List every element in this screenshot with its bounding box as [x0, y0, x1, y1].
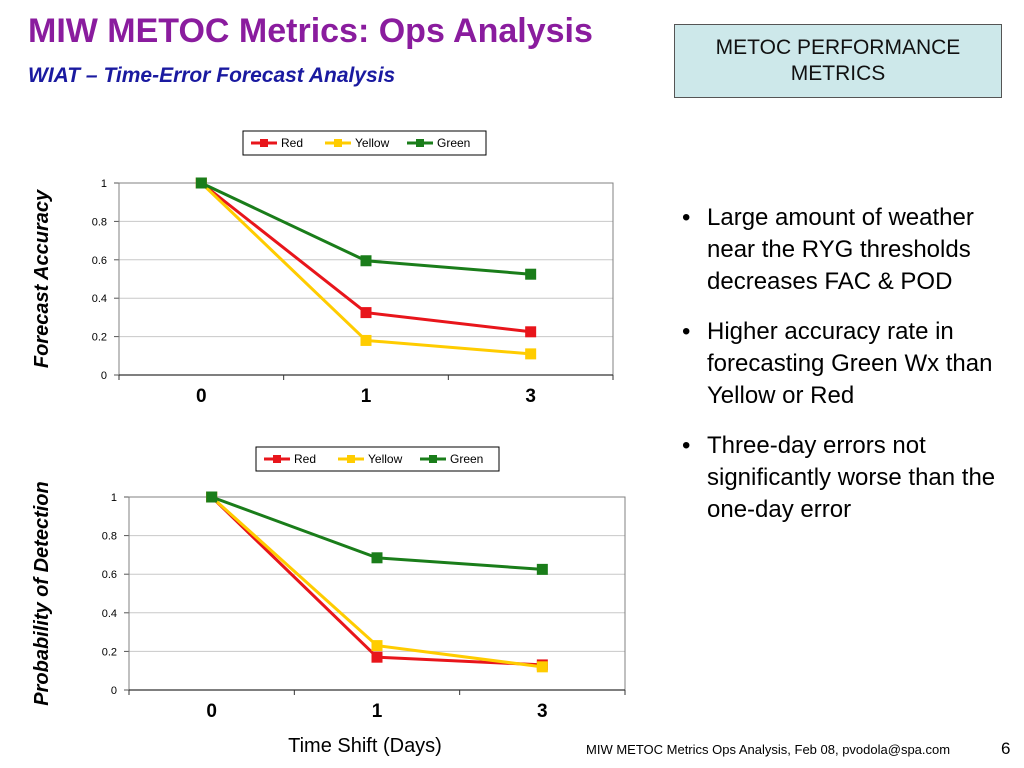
legend-label: Yellow: [355, 136, 390, 150]
legend-label: Red: [281, 136, 303, 150]
y-tick-label: 0.6: [102, 569, 117, 581]
x-tick-label: 0: [196, 386, 207, 407]
y-tick-label: 0.4: [102, 608, 117, 620]
data-point-red: [360, 307, 372, 319]
legend-box: [242, 130, 487, 156]
legend-label: Yellow: [368, 452, 403, 466]
bullet-item: Large amount of weather near the RYG thr…: [676, 202, 1016, 298]
data-point-yellow: [371, 640, 383, 652]
data-point-red: [525, 326, 537, 338]
bullet-item: Higher accuracy rate in forecasting Gree…: [676, 316, 1016, 412]
series-line-red: [210, 495, 543, 667]
y-axis-label: Probability of Detection: [31, 481, 53, 705]
legend-swatch-marker: [416, 139, 424, 147]
footer-text: MIW METOC Metrics Ops Analysis, Feb 08, …: [586, 742, 951, 757]
y-tick-label: 0.2: [92, 332, 107, 344]
data-point-green: [525, 268, 537, 280]
x-tick-label: 0: [206, 701, 217, 722]
legend-box: [255, 446, 500, 472]
y-tick-label: 0: [101, 370, 107, 382]
y-tick-label: 1: [111, 492, 117, 504]
bullet-list: Large amount of weather near the RYG thr…: [676, 202, 1016, 544]
legend-swatch-marker: [429, 455, 437, 463]
y-tick-label: 0.2: [102, 646, 117, 658]
data-point-green: [360, 255, 372, 267]
data-point-yellow: [525, 348, 537, 360]
data-point-green: [206, 491, 218, 503]
data-point-green: [371, 552, 383, 564]
bullet-item: Three-day errors not significantly worse…: [676, 430, 1016, 526]
slide-title: MIW METOC Metrics: Ops Analysis: [28, 12, 593, 50]
data-point-green: [536, 563, 548, 575]
y-tick-label: 0.8: [92, 216, 107, 228]
y-tick-label: 1: [101, 178, 107, 190]
metrics-badge-label: METOC PERFORMANCE METRICS: [715, 35, 961, 85]
legend-label: Green: [437, 136, 470, 150]
data-point-red: [371, 651, 383, 663]
y-tick-label: 0.8: [102, 531, 117, 543]
legend-swatch-marker: [273, 455, 281, 463]
legend-swatch-marker: [260, 139, 268, 147]
y-axis-label: Forecast Accuracy: [31, 189, 53, 368]
legend-swatch-marker: [334, 139, 342, 147]
data-point-yellow: [360, 334, 372, 346]
x-tick-label: 1: [372, 701, 383, 722]
y-tick-label: 0.4: [92, 293, 107, 305]
data-point-green: [195, 177, 207, 189]
page-number: 6: [1001, 739, 1011, 758]
y-tick-label: 0: [111, 685, 117, 697]
x-tick-label: 3: [525, 386, 536, 407]
y-tick-label: 0.6: [92, 255, 107, 267]
x-axis-label: Time Shift (Days): [288, 735, 442, 757]
metrics-badge: METOC PERFORMANCE METRICS: [674, 24, 1002, 98]
slide-subtitle: WIAT – Time-Error Forecast Analysis: [28, 64, 396, 87]
x-tick-label: 1: [361, 386, 372, 407]
x-tick-label: 3: [537, 701, 548, 722]
data-point-yellow: [536, 661, 548, 673]
legend-label: Green: [450, 452, 483, 466]
legend-swatch-marker: [347, 455, 355, 463]
legend-label: Red: [294, 452, 316, 466]
